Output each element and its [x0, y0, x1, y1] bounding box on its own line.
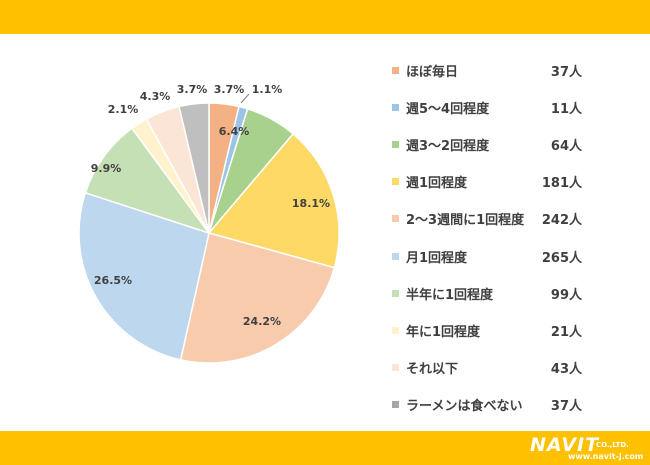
- legend-swatch: [392, 215, 399, 223]
- legend-label: 週5〜4回程度: [406, 101, 490, 117]
- legend-count: 242人: [541, 213, 582, 229]
- legend-swatch: [392, 252, 399, 260]
- legend-count: 43人: [550, 362, 582, 378]
- legend-count: 265人: [541, 250, 582, 266]
- slice-label-9: 4.3%: [140, 90, 171, 103]
- legend-item: それ以下 43人: [392, 358, 637, 378]
- legend-item: ラーメンは食べない 37人: [392, 395, 637, 415]
- legend-count: 99人: [550, 287, 582, 303]
- legend-item: 2〜3週間に1回程度 242人: [392, 209, 637, 229]
- legend-item: 半年に1回程度 99人: [392, 283, 637, 303]
- legend-item: 月1回程度 265人: [392, 246, 637, 266]
- slice-label-6: 26.5%: [94, 274, 132, 287]
- pie-slice-4: [207, 132, 340, 269]
- pie-chart: 3.7% 1.1% 6.4% 18.1% 24.2% 26.5% 9.9% 2.1%4.3% 3…: [78, 83, 340, 364]
- bottom-banner: [0, 431, 650, 465]
- legend-item: 週3〜2回程度 64人: [392, 134, 637, 154]
- slice-label-7: 9.9%: [91, 162, 122, 175]
- legend-count: 11人: [550, 101, 582, 117]
- legend-label: それ以下: [406, 362, 459, 378]
- leader-line: [240, 93, 250, 104]
- pie-slice-5: [179, 232, 336, 364]
- legend-swatch: [392, 103, 399, 111]
- legend-count: 37人: [550, 64, 582, 80]
- logo-url: www.navit-j.com: [568, 452, 644, 461]
- legend-count: 181人: [541, 176, 582, 192]
- legend-item: ほぼ毎日 37人: [392, 60, 637, 80]
- legend-count: 21人: [550, 324, 582, 340]
- legend-label: 2〜3週間に1回程度: [406, 213, 525, 229]
- legend-label: 週1回程度: [406, 176, 468, 192]
- slice-label-3: 6.4%: [219, 125, 250, 138]
- legend-count: 64人: [550, 138, 582, 154]
- legend-item: 年に1回程度 21人: [392, 320, 637, 340]
- slice-label-4: 18.1%: [292, 197, 330, 210]
- legend-swatch: [392, 66, 399, 74]
- slice-label-1: 3.7%: [214, 83, 245, 96]
- slice-label-5: 24.2%: [243, 315, 281, 328]
- slice-label-8: 2.1%: [108, 103, 139, 116]
- company-logo: NAVIT CO.,LTD. www.navit-j.com: [528, 434, 643, 462]
- legend-swatch: [392, 289, 399, 297]
- legend-count: 37人: [550, 399, 582, 415]
- legend-label: 月1回程度: [406, 250, 468, 266]
- legend-swatch: [392, 178, 399, 186]
- legend-swatch: [392, 401, 399, 409]
- logo-wordmark: NAVIT: [530, 434, 600, 456]
- top-banner: [0, 0, 650, 34]
- slice-label-2: 1.1%: [252, 83, 283, 96]
- legend-label: ほぼ毎日: [406, 64, 459, 80]
- legend-item: 週5〜4回程度 11人: [392, 97, 637, 117]
- legend-swatch: [392, 326, 399, 334]
- legend-label: ラーメンは食べない: [406, 399, 523, 415]
- legend-label: 半年に1回程度: [406, 287, 494, 303]
- legend-label: 週3〜2回程度: [406, 138, 490, 154]
- pie-slice-6: [78, 191, 210, 361]
- legend-item: 週1回程度 181人: [392, 172, 637, 192]
- pie-slice-10: [178, 102, 210, 234]
- legend-swatch: [392, 364, 399, 372]
- legend-swatch: [392, 140, 399, 148]
- pie-slice-7: [84, 127, 211, 235]
- slice-label-10: 3.7%: [177, 83, 208, 96]
- legend-label: 年に1回程度: [406, 324, 481, 340]
- logo-company-suffix: CO.,LTD.: [596, 441, 629, 449]
